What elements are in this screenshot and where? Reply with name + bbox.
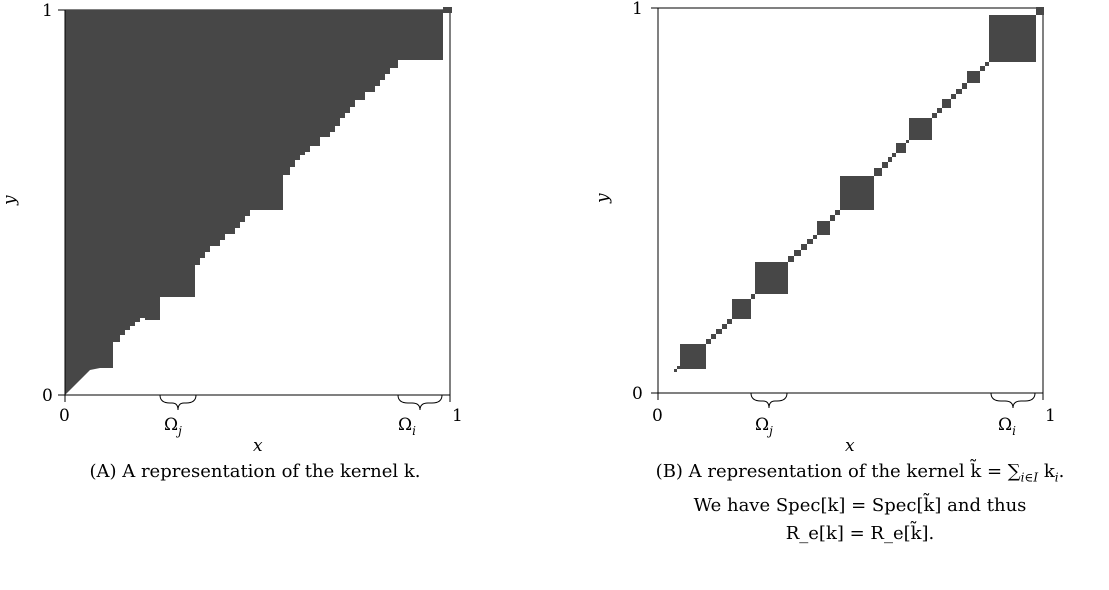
caption-a: (A) A representation of the kernel k.: [89, 461, 421, 482]
caption-b: (B) A representation of the kernel k̃ = …: [620, 458, 1100, 548]
brace-j: [750, 392, 788, 409]
x-tick-left: 0: [652, 406, 663, 426]
y-tick-bottom: 0: [42, 386, 53, 406]
omega-j-label: Ωj: [164, 415, 182, 438]
caption-b-line-3: R_e[k] = R_e[k̃].: [785, 522, 935, 544]
brace-i: [397, 394, 443, 411]
corner-mark: [443, 7, 452, 13]
omega-j-label: Ωj: [755, 415, 773, 438]
kernel-k-plot: 1 0 0 1 Ωj Ωi x y: [0, 1, 463, 456]
x-axis-label: x: [253, 436, 263, 456]
y-axis-label: y: [0, 195, 20, 206]
y-axis-label: y: [593, 193, 613, 204]
brace-i: [990, 392, 1036, 409]
diagonal-blocks: [674, 7, 1044, 372]
y-tick-bottom: 0: [632, 384, 643, 404]
brace-j: [159, 394, 197, 411]
omega-i-label: Ωi: [998, 415, 1016, 438]
omega-i-label: Ωi: [398, 415, 416, 438]
caption-b-line-2: We have Spec[k] = Spec[k̃] and thus: [693, 494, 1027, 516]
kernel-region: [65, 10, 443, 395]
kernel-k-tilde-plot: 1 0 0 1 Ωj Ωi x y: [593, 0, 1056, 456]
y-tick-top: 1: [632, 0, 643, 19]
x-tick-right: 1: [1045, 406, 1056, 426]
x-tick-right: 1: [452, 406, 463, 426]
caption-b-line-1: (B) A representation of the kernel k̃ = …: [655, 461, 1065, 485]
y-tick-top: 1: [42, 1, 53, 21]
x-axis-label: x: [845, 436, 855, 456]
x-tick-left: 0: [59, 406, 70, 426]
